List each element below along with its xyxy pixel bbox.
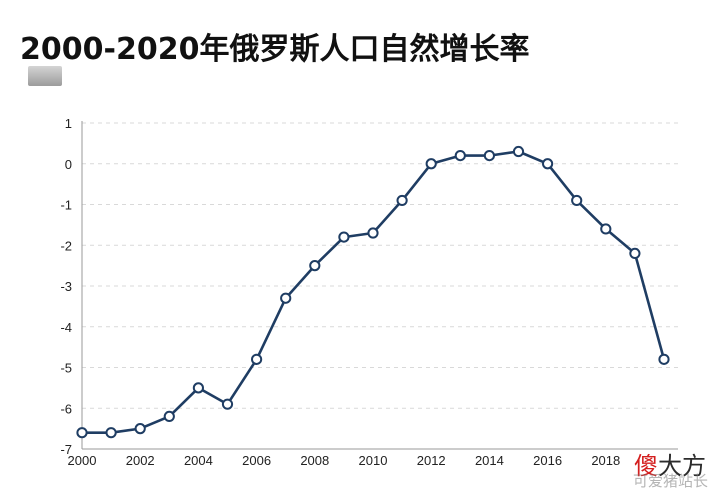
data-point [251, 353, 263, 365]
data-point [221, 398, 234, 410]
data-point [483, 150, 495, 162]
axes [81, 121, 678, 450]
x-tick-label: 2018 [591, 453, 620, 468]
data-point [571, 194, 583, 207]
data-point [192, 382, 204, 394]
data-point [658, 353, 670, 365]
x-tick-label: 2008 [300, 453, 329, 468]
data-point [105, 427, 117, 439]
x-tick-labels: 2000 2002 2004 2006 2008 2010 2012 2014 2016 2018 [68, 453, 621, 468]
data-point [512, 145, 525, 158]
x-tick-label: 2010 [359, 453, 388, 468]
y-tick-label: -4 [60, 320, 72, 335]
y-tick-label: -5 [60, 361, 72, 376]
watermark-sub: 可爱猪站长 [632, 472, 708, 490]
data-point [367, 227, 379, 239]
data-point [338, 231, 350, 243]
x-tick-label: 2016 [533, 453, 562, 468]
data-point [280, 292, 292, 304]
y-tick-label: -1 [60, 198, 72, 213]
x-tick-label: 2004 [184, 453, 213, 468]
watermark: 傻大方 [634, 452, 706, 480]
y-tick-label: 1 [65, 116, 72, 131]
data-point [629, 247, 641, 259]
data-point [542, 158, 554, 170]
data-point [163, 410, 175, 422]
data-point [76, 427, 88, 439]
x-tick-label: 2002 [126, 453, 155, 468]
title-badge [28, 66, 62, 86]
data-point [600, 223, 612, 235]
data-series [76, 145, 670, 439]
data-point [454, 150, 466, 162]
x-tick-label: 2012 [417, 453, 446, 468]
y-tick-label: -6 [60, 401, 72, 416]
data-point [396, 194, 408, 207]
y-tick-label: -7 [60, 442, 72, 457]
data-point [425, 158, 437, 170]
data-point [134, 423, 146, 435]
x-tick-label: 2014 [475, 453, 504, 468]
y-tick-label: 0 [65, 157, 72, 172]
y-tick-label: -3 [60, 279, 72, 294]
series-line [82, 150, 666, 435]
y-tick-label: -2 [60, 238, 72, 253]
x-tick-label: 2000 [68, 453, 97, 468]
gridlines [82, 122, 678, 409]
x-tick-label: 2006 [242, 453, 271, 468]
chart-title: 2000-2020年俄罗斯人口自然增长率 [20, 32, 530, 67]
data-point [309, 260, 321, 272]
y-tick-labels: 1 0 -1 -2 -3 -4 -5 -6 -7 [60, 116, 72, 457]
